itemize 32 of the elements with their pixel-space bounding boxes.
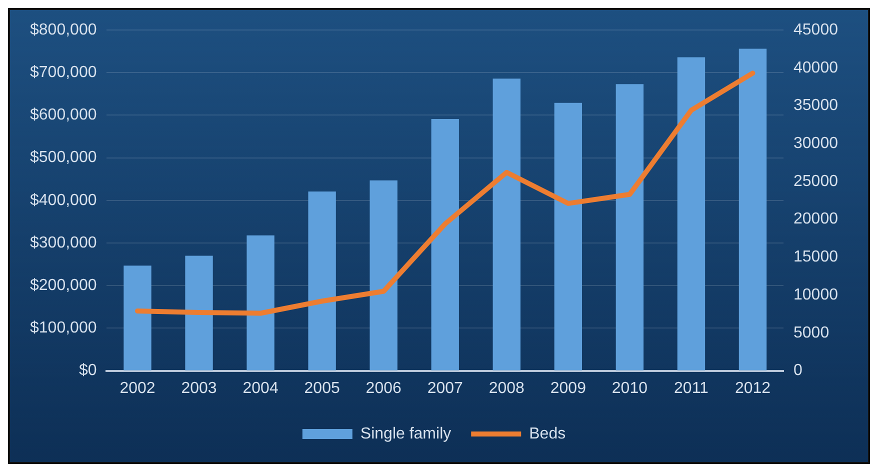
x-tick-label: 2005 (304, 380, 340, 397)
x-tick-label: 2003 (181, 380, 217, 397)
y2-tick-label: 20000 (794, 210, 838, 228)
y2-tick-label: 10000 (794, 286, 838, 304)
y-tick-label: $0 (78, 362, 97, 380)
x-tick-label: 2004 (242, 380, 278, 397)
y-tick-label: $300,000 (30, 234, 97, 252)
y-tick-label: $400,000 (30, 192, 97, 209)
x-tick-label: 2009 (550, 380, 586, 397)
x-tick-label: 2012 (734, 380, 771, 397)
x-tick-label: 2011 (674, 380, 709, 397)
y-tick-label: $800,000 (30, 21, 97, 38)
x-tick-label: 2008 (488, 380, 525, 397)
y2-tick-label: 5000 (794, 324, 830, 342)
x-tick-label: 2006 (366, 380, 402, 397)
y-tick-label: $100,000 (30, 320, 97, 337)
x-tick-label: 2002 (120, 380, 156, 397)
y2-tick-label: 35000 (794, 97, 838, 114)
y2-tick-label: 0 (794, 362, 803, 380)
y-tick-label: $500,000 (30, 149, 97, 166)
x-tick-label: 2007 (427, 380, 464, 397)
y-tick-label: $200,000 (30, 277, 97, 294)
legend-label: Single family (360, 425, 452, 442)
legend-label: Beds (529, 425, 566, 442)
y2-tick-label: 25000 (794, 172, 838, 190)
x-tick-label: 2010 (612, 380, 648, 397)
y2-tick-label: 45000 (794, 21, 838, 38)
y2-tick-label: 15000 (794, 248, 838, 266)
y-tick-label: $700,000 (30, 64, 97, 82)
y2-tick-label: 40000 (794, 59, 838, 76)
y-tick-label: $600,000 (30, 106, 97, 124)
y2-tick-label: 30000 (794, 135, 838, 152)
